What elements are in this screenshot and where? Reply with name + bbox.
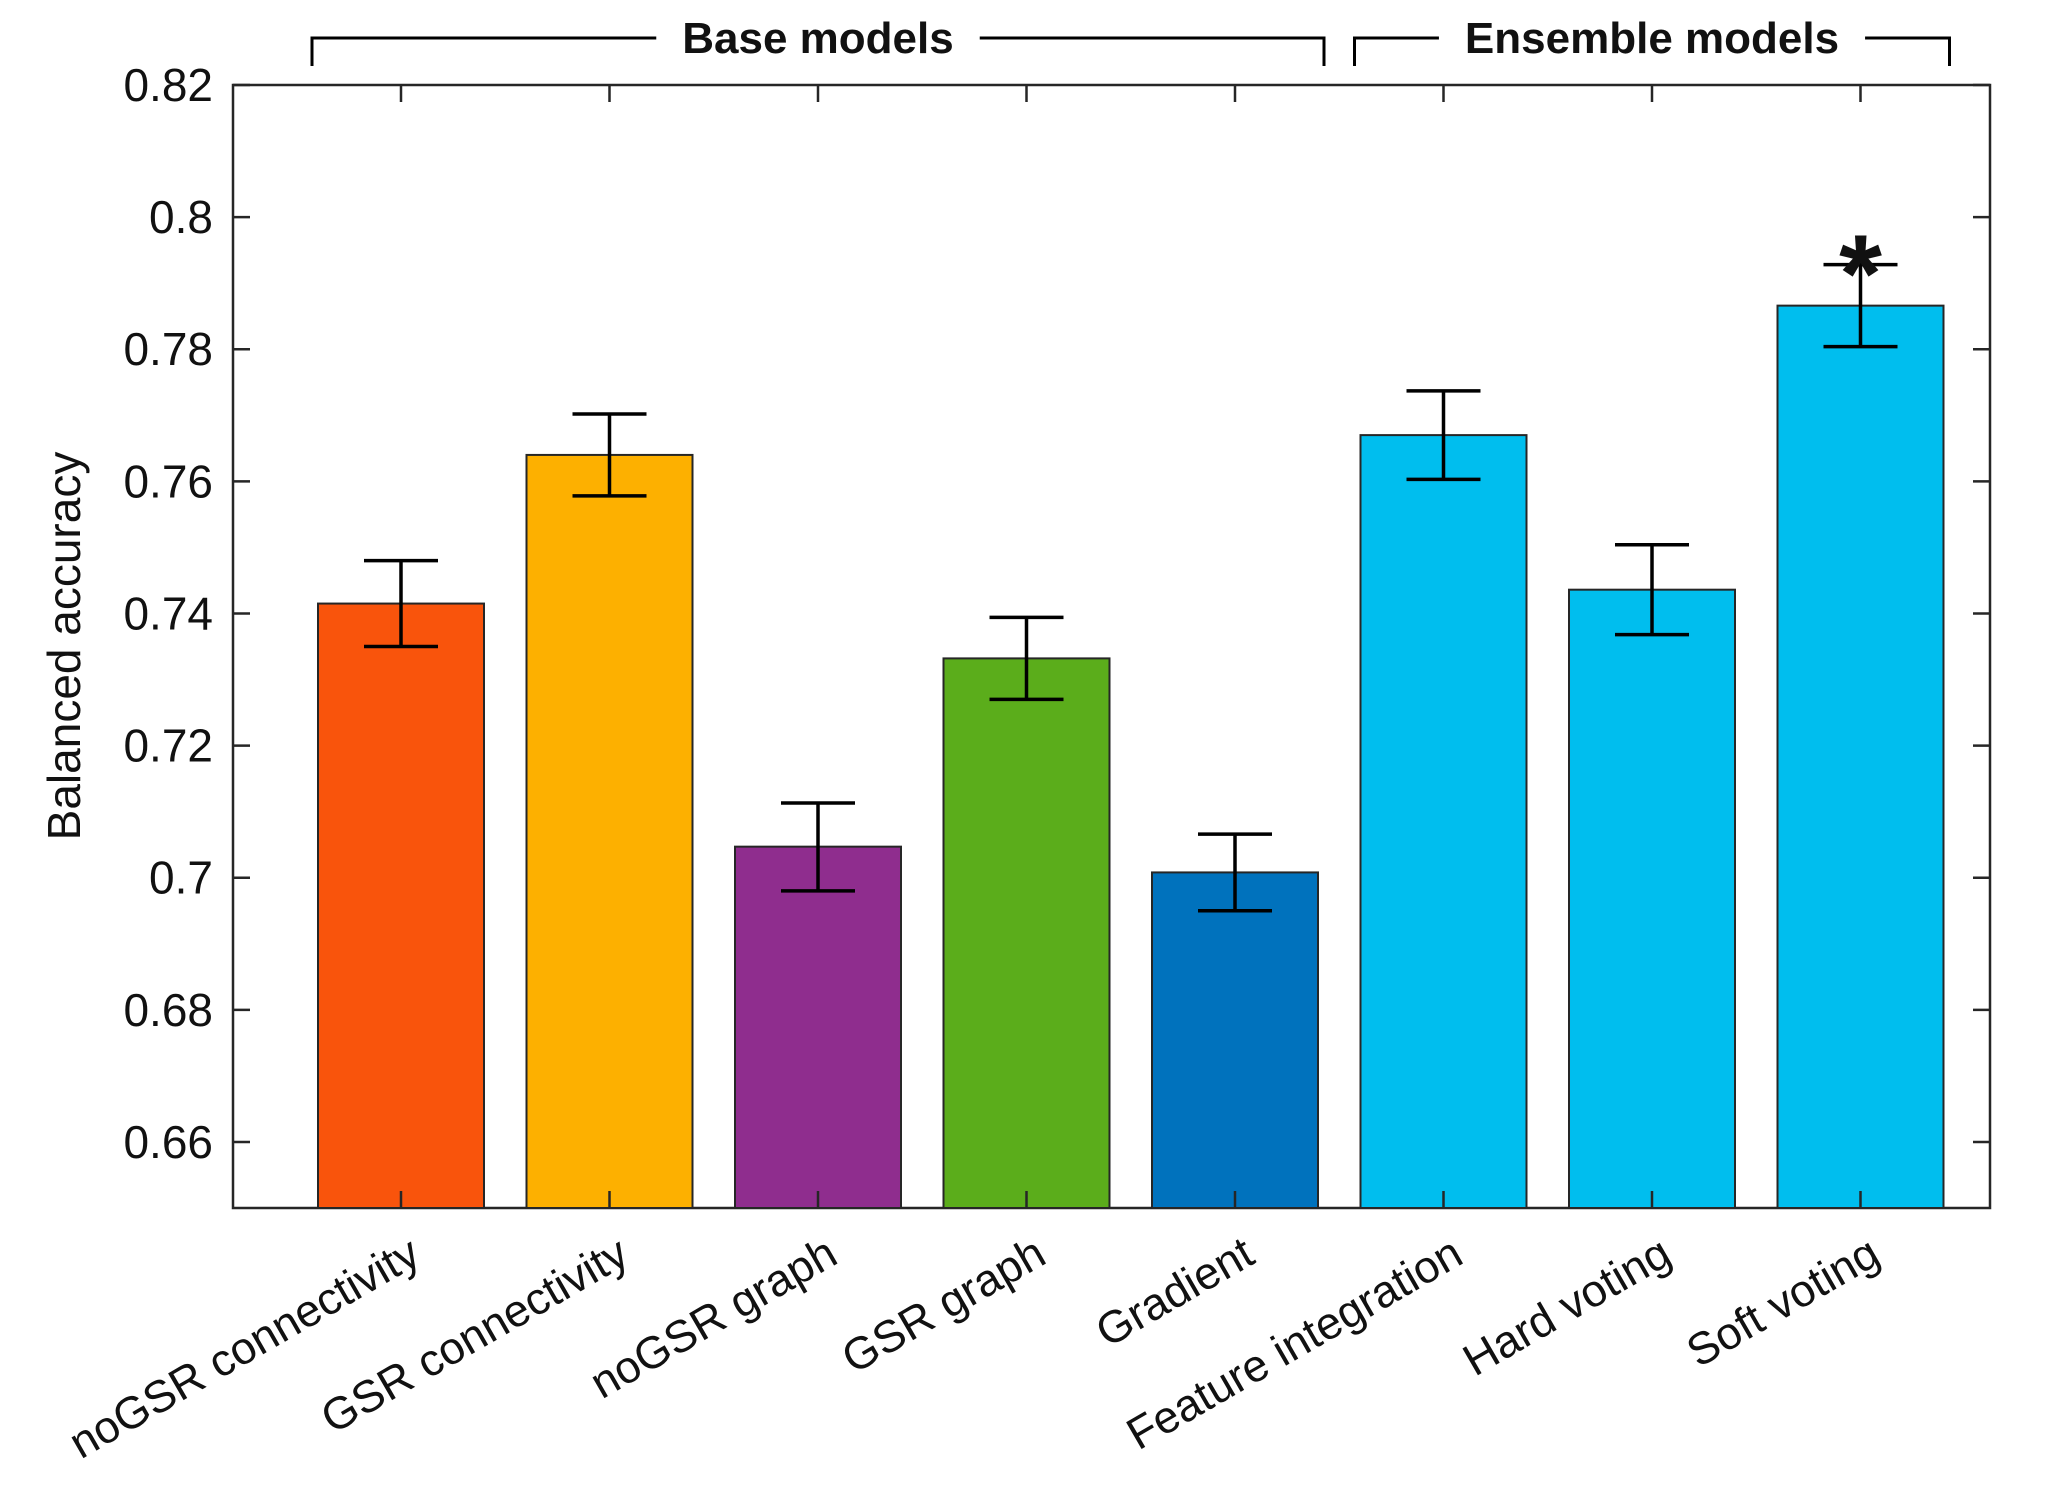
errorbars-layer bbox=[364, 262, 1898, 913]
bar-2 bbox=[734, 845, 902, 1210]
y-tick-label: 0.72 bbox=[123, 720, 213, 772]
y-tick-label: 0.7 bbox=[149, 852, 213, 904]
group-brackets: Base models Ensemble models bbox=[310, 14, 1951, 66]
error-bar-5 bbox=[1406, 389, 1481, 482]
bar-5 bbox=[1359, 434, 1528, 1209]
error-bar-7 bbox=[1823, 262, 1898, 349]
error-bar-1 bbox=[572, 412, 647, 498]
bars-layer bbox=[317, 304, 1945, 1210]
bar-7 bbox=[1776, 304, 1945, 1209]
group-bracket-0: Base models bbox=[310, 14, 1326, 66]
bar-0 bbox=[317, 602, 485, 1209]
y-axis-label: Balanced accuracy bbox=[38, 452, 90, 841]
group-label: Ensemble models bbox=[1465, 14, 1839, 63]
error-bar-6 bbox=[1615, 543, 1689, 637]
plot-area bbox=[231, 83, 1992, 1210]
bar-6 bbox=[1568, 588, 1736, 1209]
bar-3 bbox=[942, 657, 1111, 1209]
x-tick-label: Gradient bbox=[1087, 1226, 1262, 1357]
y-tick-label: 0.82 bbox=[123, 59, 213, 111]
x-tick-label: GSR graph bbox=[833, 1226, 1053, 1383]
axes-box bbox=[231, 83, 1992, 1210]
x-tick-label: noGSR connectivity bbox=[60, 1226, 428, 1468]
x-tick-label: Soft voting bbox=[1678, 1226, 1888, 1376]
annotations: * bbox=[1839, 213, 1882, 336]
y-tick-label: 0.68 bbox=[123, 984, 213, 1036]
significance-star: * bbox=[1839, 213, 1882, 336]
group-bracket-right bbox=[1865, 36, 1951, 66]
group-bracket-left bbox=[1353, 36, 1439, 66]
x-tick-label: Hard voting bbox=[1454, 1226, 1679, 1385]
x-tick-label: Feature integration bbox=[1118, 1226, 1471, 1459]
y-tick-label: 0.8 bbox=[149, 191, 213, 243]
y-tick-label: 0.76 bbox=[123, 455, 213, 507]
bar-4 bbox=[1151, 871, 1319, 1210]
error-bar-2 bbox=[781, 801, 855, 893]
y-tick-labels: 0.66 0.68 0.7 0.72 0.74 0.76 0.78 0.8 0.82 bbox=[123, 59, 213, 1168]
group-label: Base models bbox=[682, 14, 953, 63]
y-tick-label: 0.74 bbox=[123, 587, 213, 639]
error-bar-0 bbox=[364, 558, 438, 649]
error-bar-4 bbox=[1198, 832, 1272, 913]
error-bar-3 bbox=[989, 615, 1064, 702]
group-bracket-1: Ensemble models bbox=[1353, 14, 1951, 66]
ticks-layer bbox=[233, 83, 1990, 1208]
group-bracket-left bbox=[310, 36, 657, 66]
bar-1 bbox=[525, 453, 694, 1210]
group-bracket-right bbox=[979, 36, 1326, 66]
y-tick-label: 0.78 bbox=[123, 323, 213, 375]
y-tick-label: 0.66 bbox=[123, 1116, 213, 1168]
